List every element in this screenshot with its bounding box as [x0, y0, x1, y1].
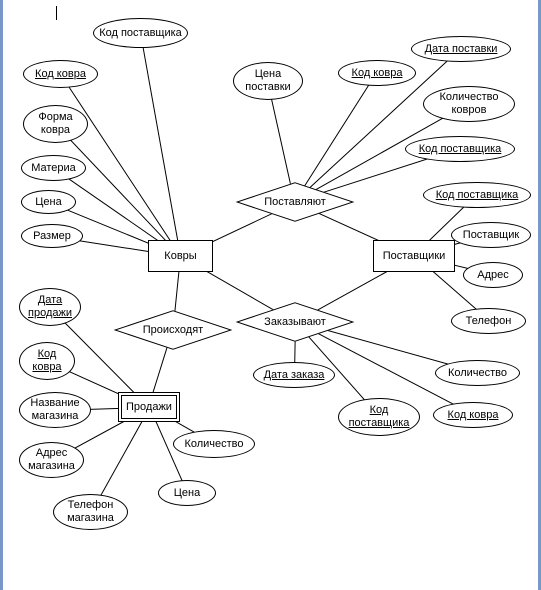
attribute-attr_sale_kolvo: Количество: [173, 430, 255, 458]
attribute-label: Код ковра: [352, 67, 403, 80]
entity-label: Продажи: [126, 401, 172, 413]
attribute-attr_post_name: Поставщик: [451, 222, 531, 248]
attribute-label: Код поставщика: [436, 189, 519, 202]
relationship-rel_postavlyayut: Поставляют: [235, 182, 355, 222]
attribute-attr_dostavka_kod_post: Код поставщика: [405, 136, 515, 162]
attribute-label: Количество: [448, 367, 507, 380]
attribute-attr_post_addr: Адрес: [463, 262, 523, 288]
attribute-attr_post_tel: Телефон: [451, 308, 526, 334]
attribute-attr_sale_tel: Телефон магазина: [53, 494, 128, 530]
relationship-label: Заказывают: [264, 316, 326, 328]
relationship-rel_zakaz: Заказывают: [235, 302, 355, 342]
attribute-attr_sale_kod_kovra: Код ковра: [19, 342, 75, 380]
entity-ent_kovry: Ковры: [148, 240, 213, 272]
attribute-attr_dostavka_kod_kovra: Код ковра: [338, 60, 416, 86]
attribute-attr_dostavka_kolvo: Количество ковров: [423, 86, 515, 122]
attribute-label: Код поставщика: [99, 27, 182, 40]
attribute-attr_material: Материа: [21, 155, 86, 181]
attribute-label: Дата поставки: [425, 43, 498, 56]
attribute-label: Адрес: [477, 269, 509, 282]
attribute-label: Количество: [184, 438, 243, 451]
attribute-attr_order_data: Дата заказа: [253, 362, 335, 388]
attribute-attr_sale_addr: Адрес магазина: [19, 442, 84, 478]
entity-ent_post: Поставщики: [373, 240, 455, 272]
attribute-attr_dostavka_data: Дата поставки: [411, 36, 511, 62]
attribute-label: Цена: [174, 487, 200, 500]
attribute-label: Дата заказа: [264, 369, 325, 382]
edge: [140, 33, 181, 256]
entity-label: Поставщики: [383, 250, 446, 262]
attribute-label: Код ковра: [35, 68, 86, 81]
attribute-attr_order_kod_post: Код поставщика: [338, 398, 420, 436]
attribute-label: Телефон: [466, 315, 512, 328]
attribute-label: Цена: [35, 196, 61, 209]
attribute-label: Размер: [33, 230, 71, 243]
attribute-label: Код поставщика: [419, 143, 502, 156]
attribute-attr_order_kod_kovra: Код ковра: [433, 402, 513, 428]
attribute-attr_sale_data: Дата продажи: [19, 288, 81, 326]
entity-ent_sales: Продажи: [118, 392, 180, 422]
attribute-label: Цена поставки: [236, 68, 300, 93]
attribute-attr_forma: Форма ковра: [23, 105, 88, 143]
relationship-label: Происходят: [143, 324, 203, 336]
attribute-label: Количество ковров: [426, 91, 512, 116]
attribute-label: Форма ковра: [26, 111, 85, 136]
attribute-label: Название магазина: [22, 397, 88, 422]
relationship-rel_proishodyat: Происходят: [113, 310, 233, 350]
entity-label: Ковры: [164, 250, 196, 262]
attribute-label: Дата продажи: [22, 294, 78, 319]
text-cursor: [56, 6, 57, 20]
attribute-attr_post_kod: Код поставщика: [423, 182, 531, 208]
attribute-attr_kod_postavshika_top: Код поставщика: [93, 18, 188, 48]
attribute-attr_sale_tsena: Цена: [158, 480, 216, 506]
attribute-attr_tsena_left: Цена: [21, 190, 76, 214]
attribute-label: Материа: [31, 162, 76, 175]
attribute-label: Телефон магазина: [56, 499, 125, 524]
er-diagram-canvas: Код поставщика Код ковра Форма ковра Матери…: [0, 0, 541, 590]
attribute-attr_razmer: Размер: [21, 224, 83, 248]
attribute-label: Адрес магазина: [22, 447, 81, 472]
attribute-attr_dostavka_tsena: Цена поставки: [233, 62, 303, 100]
attribute-label: Поставщик: [463, 229, 519, 242]
attribute-attr_kod_kovra_left: Код ковра: [23, 60, 98, 88]
attribute-attr_order_kolvo: Количество: [435, 360, 520, 386]
attribute-label: Код ковра: [22, 348, 72, 373]
attribute-label: Код поставщика: [341, 404, 417, 429]
attribute-label: Код ковра: [448, 409, 499, 422]
relationship-label: Поставляют: [264, 196, 326, 208]
attribute-attr_sale_name: Название магазина: [19, 392, 91, 428]
